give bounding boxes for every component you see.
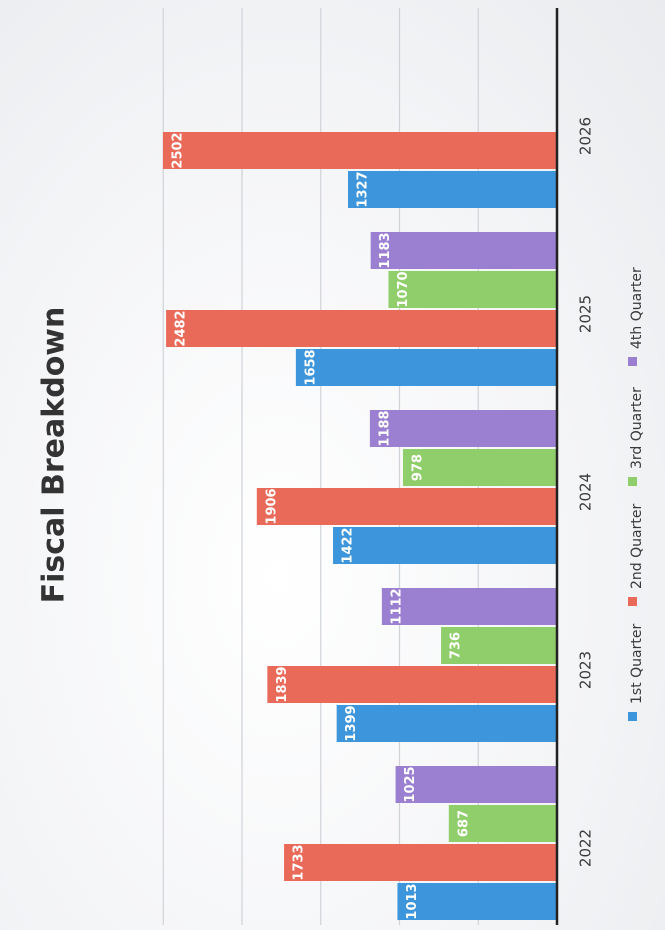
data-label: 1112 — [389, 588, 404, 624]
tick-layer: 2022 2023 2024 2025 2026 — [577, 117, 595, 867]
data-label: 1183 — [378, 232, 393, 268]
data-label: 1013 — [405, 883, 420, 919]
legend-label: 2nd Quarter — [629, 504, 645, 589]
bar-2025-4 — [370, 232, 557, 269]
bar-2023-1 — [336, 705, 557, 742]
data-label: 1733 — [292, 844, 307, 880]
data-label: 687 — [456, 810, 471, 837]
data-label: 2482 — [174, 310, 189, 346]
bar-2026-1 — [347, 171, 557, 208]
bar-2026-2 — [162, 132, 557, 169]
label-layer: 1013 1733 687 1025 1399 1839 736 1112 1422 1906 97… — [170, 132, 471, 919]
bar-2022-3 — [448, 805, 557, 842]
data-label: 1839 — [275, 666, 290, 702]
legend-swatch — [628, 597, 637, 606]
bar-2024-1 — [333, 527, 557, 564]
data-label: 1906 — [264, 488, 279, 524]
bar-2024-3 — [402, 449, 557, 486]
data-label: 2502 — [170, 132, 185, 168]
data-label: 978 — [410, 454, 425, 481]
data-label: 1070 — [396, 271, 411, 307]
bar-2022-2 — [284, 844, 557, 881]
bar-2025-2 — [166, 310, 557, 347]
legend-swatch — [628, 712, 637, 721]
data-label: 736 — [449, 632, 464, 659]
bar-2025-1 — [295, 349, 557, 386]
bar-2023-3 — [441, 627, 557, 664]
bar-layer — [162, 132, 557, 920]
legend: 1st Quarter 2nd Quarter 3rd Quarter 4th Qua… — [628, 267, 645, 721]
category-tick-label: 2026 — [577, 117, 595, 155]
legend-swatch — [628, 357, 637, 366]
category-tick-label: 2025 — [577, 295, 595, 333]
bar-2023-2 — [267, 666, 557, 703]
data-label: 1327 — [355, 171, 370, 207]
bar-2023-4 — [381, 588, 557, 625]
bar-2022-1 — [397, 883, 557, 920]
legend-label: 3rd Quarter — [629, 387, 645, 469]
data-label: 1025 — [403, 766, 418, 802]
data-label: 1422 — [341, 527, 356, 563]
bar-2024-4 — [369, 410, 557, 447]
legend-swatch — [628, 477, 637, 486]
data-label: 1658 — [303, 349, 318, 385]
bar-2022-4 — [395, 766, 557, 803]
data-label: 1188 — [377, 410, 392, 446]
bar-2024-2 — [256, 488, 557, 525]
category-tick-label: 2024 — [577, 473, 595, 511]
legend-label: 4th Quarter — [629, 267, 645, 349]
legend-label: 1st Quarter — [629, 624, 645, 704]
category-tick-label: 2022 — [577, 829, 595, 867]
category-tick-label: 2023 — [577, 651, 595, 689]
chart-title: Fiscal Breakdown — [37, 307, 72, 604]
bar-2025-3 — [388, 271, 557, 308]
data-label: 1399 — [344, 705, 359, 741]
